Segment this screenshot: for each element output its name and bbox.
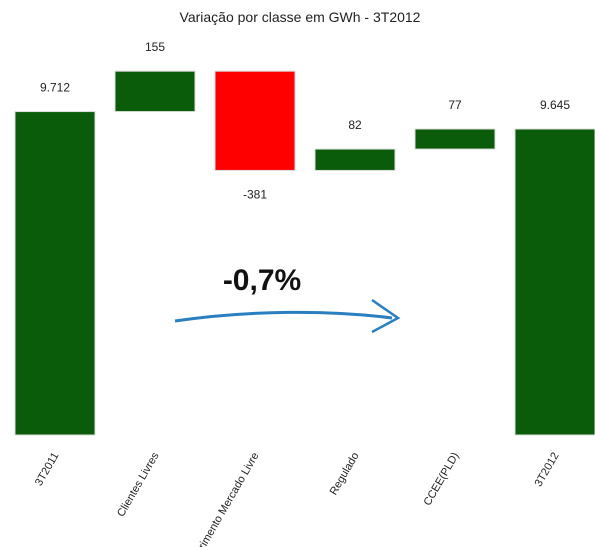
value-label: 9.712 <box>40 81 70 95</box>
value-label: 155 <box>145 40 165 54</box>
annotation: -0,7% <box>223 264 301 297</box>
value-label: 82 <box>348 118 362 132</box>
bar <box>514 128 595 436</box>
arrow-head <box>371 298 401 334</box>
bar <box>14 111 96 436</box>
bar <box>414 128 496 150</box>
chart-title: Variação por classe em GWh - 3T2012 <box>180 9 421 25</box>
x-tick-label: 3T2012 <box>533 451 562 489</box>
trend-arrow <box>174 310 393 323</box>
value-label: -381 <box>243 187 267 201</box>
value-label: 9.645 <box>540 98 570 112</box>
x-tick-label: 3T2011 <box>33 451 62 489</box>
bar <box>314 148 396 171</box>
x-tick-label: Regulado <box>328 451 362 498</box>
x-tick-label: Suprimento Mercado Livre <box>187 451 262 547</box>
bar <box>214 70 296 171</box>
bar <box>114 70 196 113</box>
x-tick-label: Clientes Livres <box>115 450 162 519</box>
x-tick-label: CCEE(PLD) <box>422 451 462 508</box>
value-label: 77 <box>448 98 462 112</box>
